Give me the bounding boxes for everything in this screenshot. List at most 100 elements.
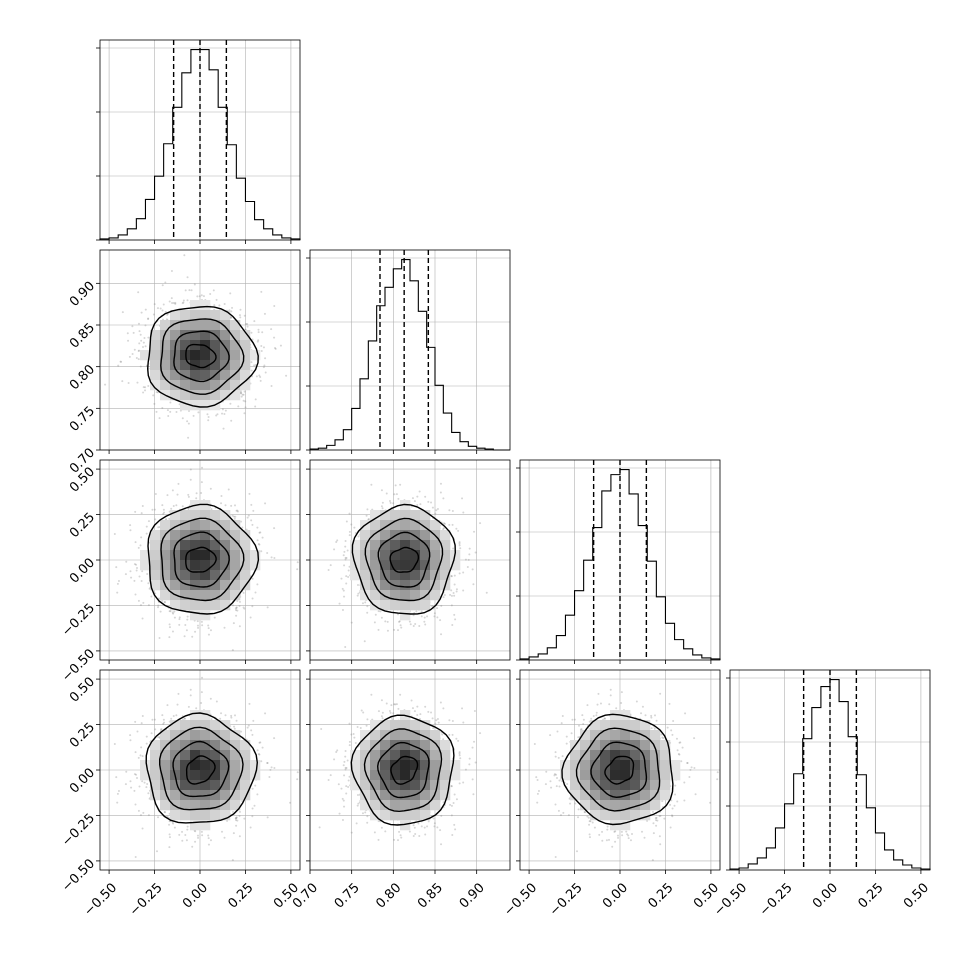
scatter-point: [239, 390, 242, 393]
density-cell: [210, 800, 221, 811]
scatter-point: [171, 489, 174, 492]
density-cell: [420, 790, 431, 801]
scatter-point: [614, 830, 617, 833]
density-cell: [370, 530, 381, 541]
density-cell: [400, 610, 411, 621]
scatter-point: [589, 820, 592, 823]
density-cell: [190, 750, 201, 761]
scatter-point: [238, 814, 241, 817]
density-cell: [220, 380, 231, 391]
scatter-point: [350, 523, 353, 526]
scatter-point: [147, 520, 150, 523]
density-cell: [380, 800, 391, 811]
scatter-point: [656, 819, 659, 822]
scatter-point: [187, 422, 190, 425]
scatter-point: [172, 715, 175, 718]
scatter-point: [253, 364, 256, 367]
density-cell: [180, 510, 191, 521]
density-cell: [200, 400, 211, 411]
scatter-point: [125, 560, 128, 563]
density-cell: [210, 790, 221, 801]
density-cell: [220, 810, 231, 821]
scatter-point: [439, 619, 442, 622]
scatter-point: [137, 291, 140, 294]
scatter-point: [561, 714, 564, 717]
density-cell: [630, 810, 641, 821]
scatter-point: [235, 824, 238, 827]
scatter-point: [238, 810, 241, 813]
scatter-point: [461, 707, 464, 710]
scatter-point: [377, 820, 380, 823]
joint-panel-1-0: [96, 249, 301, 454]
scatter-point: [392, 712, 395, 715]
scatter-point: [597, 692, 600, 695]
density-cell: [200, 510, 211, 521]
scatter-point: [175, 504, 178, 507]
scatter-point: [416, 705, 419, 708]
scatter-point: [675, 737, 678, 740]
scatter-point: [365, 724, 368, 727]
density-cell: [410, 720, 421, 731]
scatter-point: [673, 804, 676, 807]
density-cell: [610, 720, 621, 731]
scatter-point: [134, 593, 137, 596]
density-cell: [380, 520, 391, 531]
density-cell: [440, 740, 451, 751]
scatter-point: [709, 801, 712, 804]
density-cell: [610, 800, 621, 811]
scatter-point: [159, 610, 162, 613]
scatter-point: [669, 803, 672, 806]
scatter-point: [135, 567, 138, 570]
density-cell: [600, 750, 611, 761]
density-cell: [650, 760, 661, 771]
scatter-point: [367, 518, 370, 521]
scatter-point: [458, 572, 461, 575]
density-cell: [230, 560, 241, 571]
scatter-point: [397, 497, 400, 500]
scatter-point: [678, 741, 681, 744]
scatter-point: [168, 300, 171, 303]
scatter-point: [658, 835, 661, 838]
density-cell: [160, 350, 171, 361]
scatter-point: [285, 374, 288, 377]
density-cell: [200, 320, 211, 331]
scatter-point: [450, 604, 453, 607]
scatter-point: [348, 512, 351, 515]
scatter-point: [620, 702, 623, 705]
scatter-point: [432, 817, 435, 820]
scatter-point: [419, 718, 422, 721]
joint-panel-3-0: [96, 669, 301, 874]
scatter-point: [251, 597, 254, 600]
scatter-point: [344, 766, 347, 769]
scatter-point: [231, 810, 234, 813]
scatter-point: [168, 823, 171, 826]
scatter-point: [455, 527, 458, 530]
scatter-point: [159, 307, 162, 310]
scatter-point: [562, 811, 565, 814]
scatter-point: [213, 304, 216, 307]
scatter-point: [335, 750, 338, 753]
scatter-point: [453, 793, 456, 796]
scatter-point: [354, 741, 357, 744]
scatter-point: [416, 504, 419, 507]
scatter-point: [209, 629, 212, 632]
scatter-point: [625, 830, 628, 833]
scatter-point: [147, 604, 150, 607]
scatter-point: [373, 621, 376, 624]
scatter-point: [171, 611, 174, 614]
scatter-point: [588, 836, 591, 839]
scatter-point: [347, 779, 350, 782]
scatter-point: [343, 550, 346, 553]
scatter-point: [336, 749, 339, 752]
density-cell: [590, 790, 601, 801]
scatter-point: [654, 817, 657, 820]
scatter-point: [345, 785, 348, 788]
scatter-point: [593, 826, 596, 829]
scatter-point: [674, 784, 677, 787]
scatter-point: [468, 547, 471, 550]
scatter-point: [443, 594, 446, 597]
density-cell: [430, 800, 441, 811]
scatter-point: [676, 800, 679, 803]
scatter-point: [641, 705, 644, 708]
density-cell: [370, 770, 381, 781]
